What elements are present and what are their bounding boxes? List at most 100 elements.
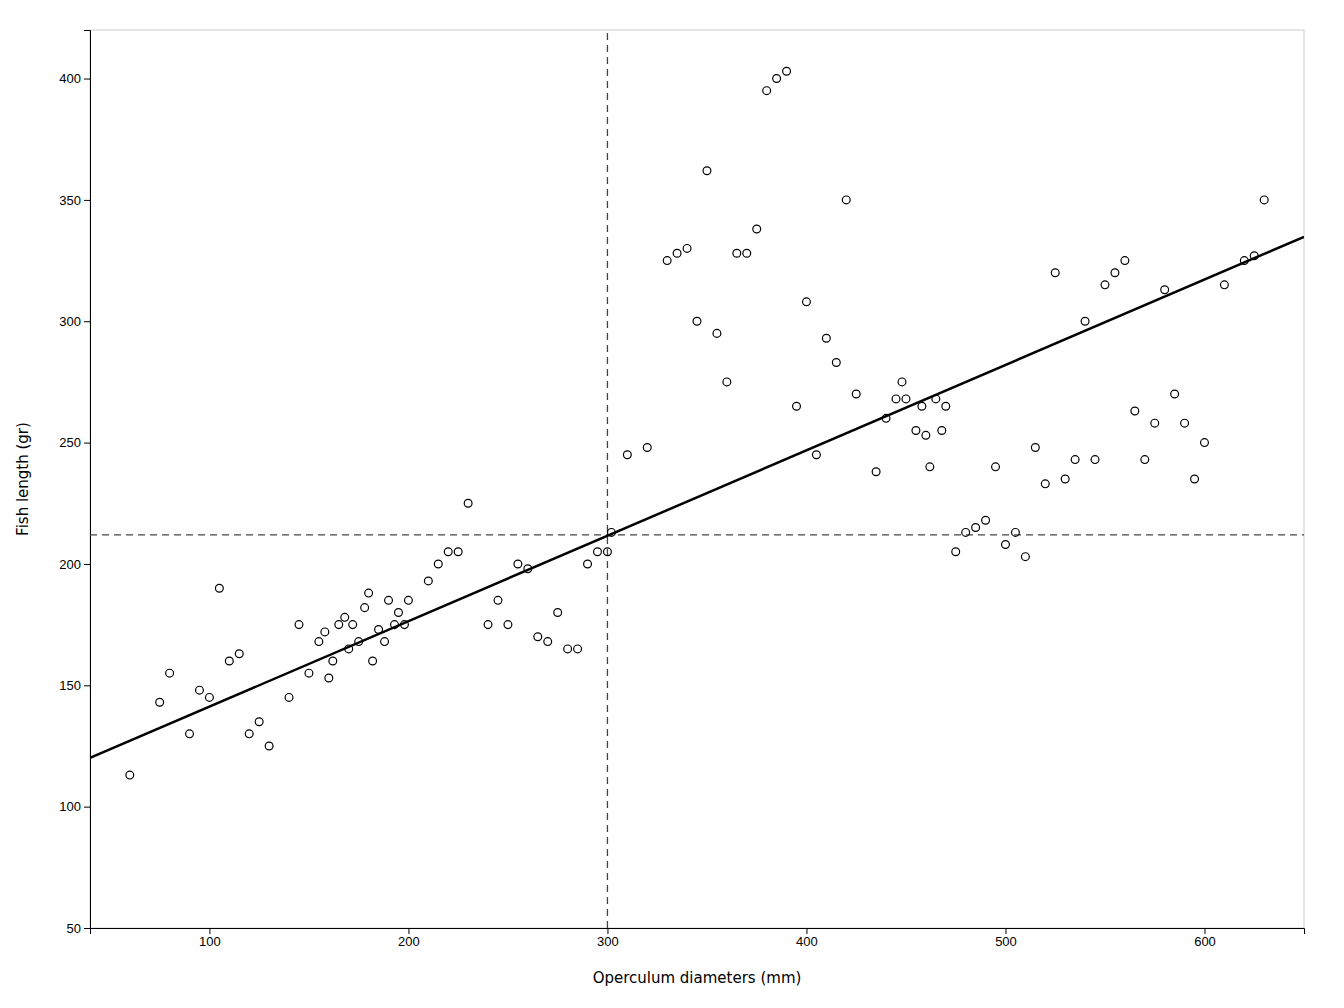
- scatter-point: [1021, 553, 1029, 561]
- x-tick-mark: [1204, 928, 1205, 934]
- scatter-point: [265, 742, 273, 750]
- scatter-point: [335, 621, 343, 629]
- scatter-point: [494, 596, 502, 604]
- scatter-point: [942, 402, 950, 410]
- scatter-point: [1111, 269, 1119, 277]
- reference-line: [90, 534, 1304, 535]
- scatter-point: [225, 657, 233, 665]
- plot: 1002003004005006005010015020025030035040…: [59, 30, 1304, 949]
- scatter-point: [514, 560, 522, 568]
- scatter-point: [1151, 419, 1159, 427]
- scatter-point: [405, 596, 413, 604]
- x-tick: 100: [199, 928, 221, 949]
- scatter-point: [1141, 456, 1149, 464]
- y-tick-label: 50: [67, 921, 81, 936]
- scatter-point: [166, 669, 174, 677]
- scatter-point: [1012, 528, 1020, 536]
- x-tick-label: 600: [1194, 934, 1216, 949]
- scatter-point: [365, 589, 373, 597]
- scatter-point: [813, 451, 821, 459]
- scatter-point: [683, 245, 691, 253]
- scatter-point: [773, 75, 781, 83]
- scatter-point: [434, 560, 442, 568]
- scatter-point: [733, 249, 741, 257]
- scatter-point: [902, 395, 910, 403]
- y-tick-label: 200: [59, 557, 81, 572]
- reference-line: [607, 30, 608, 928]
- scatter-point: [663, 257, 671, 265]
- scatter-point: [1131, 407, 1139, 415]
- x-tick-mark: [607, 928, 608, 934]
- scatter-point: [325, 674, 333, 682]
- scatter-point: [1171, 390, 1179, 398]
- scatter-point: [723, 378, 731, 386]
- scatter-point: [584, 560, 592, 568]
- scatter-point: [534, 633, 542, 641]
- scatter-point: [1260, 196, 1268, 204]
- scatter-point: [341, 613, 349, 621]
- scatter-point: [484, 621, 492, 629]
- scatter-point: [753, 225, 761, 233]
- scatter-point: [842, 196, 850, 204]
- scatter-series: [126, 67, 1268, 779]
- scatter-point: [126, 771, 134, 779]
- scatter-point: [1121, 257, 1129, 265]
- scatter-point: [361, 604, 369, 612]
- scatter-point: [255, 718, 263, 726]
- scatter-point: [381, 638, 389, 646]
- scatter-point: [832, 359, 840, 367]
- scatter-point: [196, 686, 204, 694]
- scatter-point: [992, 463, 1000, 471]
- y-tick-mark: [84, 79, 90, 80]
- scatter-point: [594, 548, 602, 556]
- y-tick-mark: [84, 321, 90, 322]
- x-tick-label: 500: [995, 934, 1017, 949]
- y-tick: 250: [59, 435, 90, 450]
- scatter-point: [962, 528, 970, 536]
- scatter-point: [186, 730, 194, 738]
- y-tick-mark: [84, 443, 90, 444]
- x-tick-label: 200: [398, 934, 420, 949]
- x-axis: 100200300400500600: [91, 928, 1305, 949]
- scatter-point: [295, 621, 303, 629]
- scatter-point: [793, 402, 801, 410]
- scatter-point: [803, 298, 811, 306]
- scatter-point: [643, 444, 651, 452]
- scatter-point: [315, 638, 323, 646]
- scatter-point: [783, 67, 791, 75]
- x-tick: 600: [1194, 928, 1216, 949]
- y-tick: 400: [59, 71, 90, 86]
- scatter-point: [1161, 286, 1169, 294]
- y-tick-label: 300: [59, 314, 81, 329]
- x-axis-title: Operculum diameters (mm): [593, 969, 802, 987]
- scatter-point: [623, 451, 631, 459]
- x-tick: 400: [796, 928, 818, 949]
- scatter-point: [245, 730, 253, 738]
- scatter-point: [1220, 281, 1228, 289]
- scatter-point: [1051, 269, 1059, 277]
- y-tick-label: 250: [59, 435, 81, 450]
- y-axis: 50100150200250300350400: [59, 31, 90, 936]
- y-tick: 200: [59, 557, 90, 572]
- y-axis-title: Fish length (gr): [14, 422, 32, 536]
- y-tick: 150: [59, 678, 90, 693]
- x-tick-mark: [1005, 928, 1006, 934]
- scatter-point: [952, 548, 960, 556]
- scatter-point: [329, 657, 337, 665]
- scatter-point: [369, 657, 377, 665]
- scatter-point: [454, 548, 462, 556]
- y-tick-label: 100: [59, 799, 81, 814]
- scatter-point: [1091, 456, 1099, 464]
- scatter-point: [349, 621, 357, 629]
- y-tick-mark: [84, 807, 90, 808]
- scatter-point: [938, 427, 946, 435]
- scatter-point: [1071, 456, 1079, 464]
- scatter-point: [1201, 439, 1209, 447]
- x-tick-mark: [408, 928, 409, 934]
- scatter-point: [235, 650, 243, 658]
- scatter-point: [922, 431, 930, 439]
- scatter-point: [1181, 419, 1189, 427]
- plot-frame: [90, 30, 1304, 928]
- y-tick-mark: [84, 685, 90, 686]
- scatter-point: [206, 694, 214, 702]
